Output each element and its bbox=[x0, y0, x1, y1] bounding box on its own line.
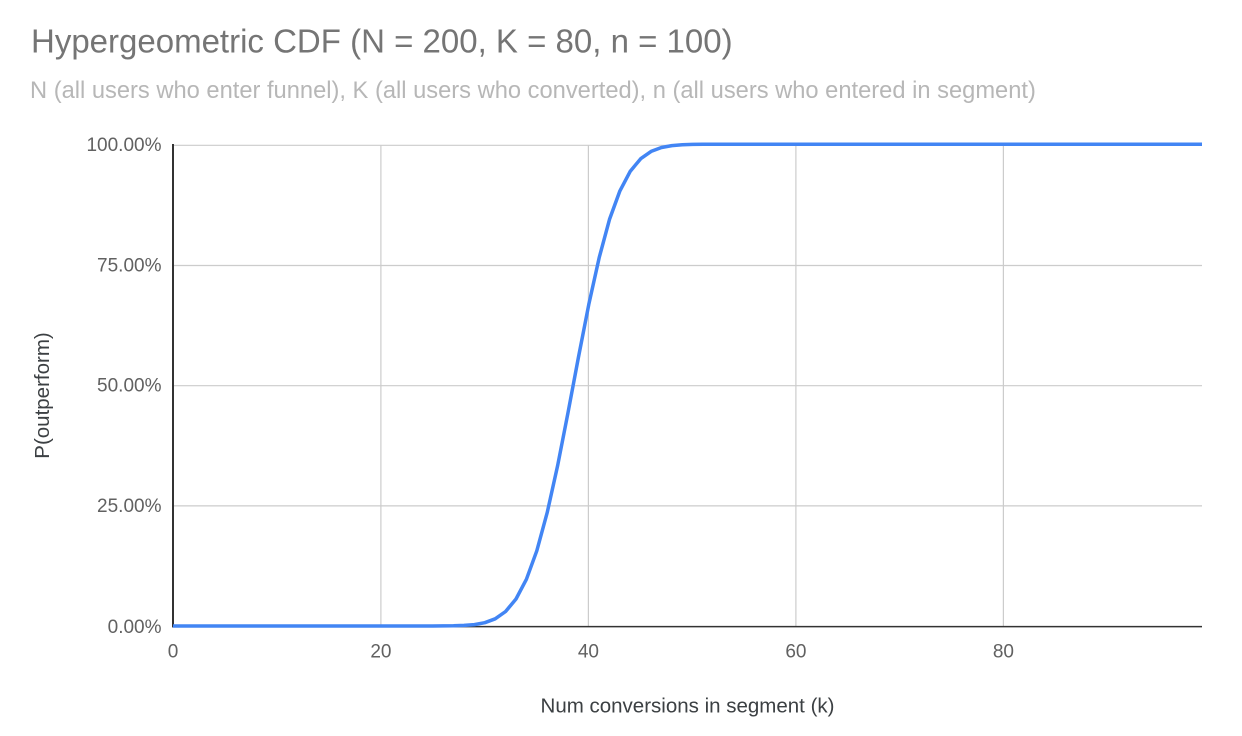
svg-text:P(outperform): P(outperform) bbox=[31, 332, 54, 458]
svg-text:100.00%: 100.00% bbox=[86, 135, 161, 156]
svg-text:50.00%: 50.00% bbox=[97, 376, 162, 397]
svg-text:0: 0 bbox=[168, 642, 179, 663]
svg-text:80: 80 bbox=[993, 642, 1014, 663]
svg-text:25.00%: 25.00% bbox=[97, 496, 162, 517]
svg-text:N (all users who enter funnel): N (all users who enter funnel), K (all u… bbox=[30, 78, 1036, 104]
svg-text:60: 60 bbox=[785, 642, 806, 663]
svg-text:0.00%: 0.00% bbox=[108, 617, 162, 638]
svg-text:40: 40 bbox=[578, 642, 599, 663]
svg-text:20: 20 bbox=[370, 642, 391, 663]
svg-text:Num conversions in segment (k): Num conversions in segment (k) bbox=[541, 695, 835, 718]
svg-text:Hypergeometric CDF (N = 200, K: Hypergeometric CDF (N = 200, K = 80, n =… bbox=[31, 23, 733, 60]
svg-text:75.00%: 75.00% bbox=[97, 255, 162, 276]
